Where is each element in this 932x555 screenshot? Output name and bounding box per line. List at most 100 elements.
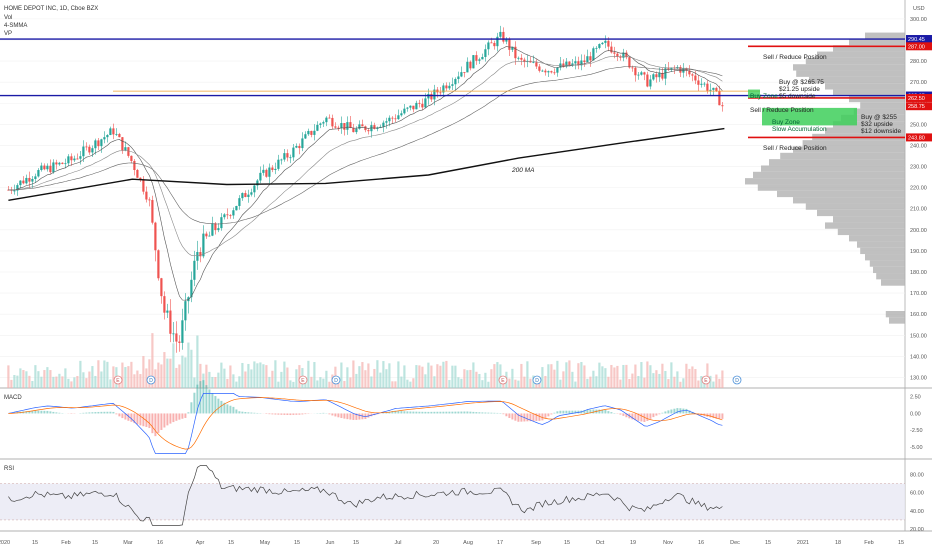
macd-pane: 2.500.00-2.50-5.00 — [8, 380, 922, 453]
volume-bar — [316, 380, 318, 388]
volume-bar — [613, 367, 615, 388]
volume-profile-bin — [793, 197, 905, 203]
price-tick-label: 250.00 — [910, 122, 927, 128]
macd-histogram-bar — [442, 412, 444, 414]
volume-bar — [457, 377, 459, 388]
volume-bar — [580, 362, 582, 388]
candle-body — [697, 80, 699, 84]
macd-histogram-bar — [169, 413, 171, 423]
volume-bar — [103, 360, 105, 388]
time-tick-label: Dec — [730, 540, 740, 546]
volume-bar — [49, 370, 51, 388]
time-tick-label: May — [260, 540, 271, 546]
volume-bar — [514, 380, 516, 388]
candle-body — [352, 128, 354, 132]
volume-bar — [109, 379, 111, 388]
volume-bar — [550, 364, 552, 388]
macd-histogram-bar — [166, 413, 168, 425]
candle-body — [478, 59, 480, 60]
volume-bar — [577, 363, 579, 388]
price-tick-label: 300.00 — [910, 17, 927, 23]
time-tick-label: Aug — [463, 540, 473, 546]
candle-body — [178, 342, 180, 343]
macd-histogram-bar — [109, 412, 111, 414]
smma-lines — [8, 47, 722, 301]
macd-histogram-bar — [610, 412, 612, 413]
candle-body — [85, 147, 87, 148]
volume-bar — [67, 379, 69, 388]
macd-histogram-bar — [538, 413, 540, 420]
upper-note-3: $5 downside — [779, 93, 816, 100]
macd-histogram-bar — [406, 411, 408, 413]
candle-body — [133, 161, 135, 170]
volume-bar — [628, 379, 630, 388]
candle-body — [385, 121, 387, 122]
volume-bar — [100, 371, 102, 388]
candle-body — [463, 72, 465, 73]
time-tick-label: 15 — [898, 540, 904, 546]
volume-bar — [7, 365, 9, 388]
volume-bar — [379, 373, 381, 388]
candle-body — [562, 63, 564, 66]
volume-bar — [490, 369, 492, 388]
time-tick-label: 16 — [698, 540, 704, 546]
volume-bar — [487, 382, 489, 388]
candle-body — [418, 103, 420, 104]
time-tick-label: Feb — [864, 540, 873, 546]
candle-body — [136, 170, 138, 178]
candle-body — [157, 250, 159, 278]
volume-bar — [679, 382, 681, 388]
price-tick-label: 220.00 — [910, 186, 927, 192]
time-tick-label: 18 — [835, 540, 841, 546]
price-tick-label: 280.00 — [910, 59, 927, 65]
macd-histogram-bar — [445, 412, 447, 414]
macd-line — [8, 393, 722, 453]
macd-histogram-bar — [37, 411, 39, 414]
candle-body — [310, 131, 312, 135]
candle-body — [448, 86, 450, 88]
candle-body — [208, 236, 210, 237]
candle-body — [13, 191, 15, 192]
volume-bar — [280, 372, 282, 388]
candle-body — [691, 74, 693, 75]
macd-histogram-bar — [346, 413, 348, 419]
macd-histogram-bar — [484, 413, 486, 414]
volume-bar — [121, 363, 123, 388]
price-badge-label: 243.80 — [908, 135, 925, 141]
candle-body — [46, 166, 48, 170]
volume-bar — [676, 371, 678, 388]
volume-bar — [274, 360, 276, 388]
currency-label: USD — [913, 6, 925, 12]
candle-body — [37, 170, 39, 176]
candle-body — [28, 178, 30, 182]
macd-histogram-bar — [562, 411, 564, 414]
volume-bar — [262, 364, 264, 388]
candle-body — [220, 217, 222, 228]
ma-200-label: 200 MA — [511, 167, 534, 174]
volume-profile — [745, 33, 905, 324]
candle-body — [217, 228, 219, 230]
volume-bar — [397, 361, 399, 388]
volume-bar — [718, 379, 720, 388]
candle-body — [88, 147, 90, 153]
price-badge-label: 287.00 — [908, 44, 925, 50]
candle-body — [607, 41, 609, 47]
macd-histogram-bar — [481, 412, 483, 413]
volume-bar — [328, 382, 330, 388]
volume-bar — [340, 363, 342, 388]
volume-profile-bin — [793, 64, 905, 70]
macd-histogram-bar — [556, 411, 558, 413]
candle-body — [127, 147, 129, 156]
candle-body — [505, 39, 507, 41]
price-tick-label: 210.00 — [910, 207, 927, 213]
macd-histogram-bar — [268, 413, 270, 414]
candle-body — [400, 113, 402, 115]
candle-body — [244, 193, 246, 197]
candle-body — [553, 72, 555, 73]
volume-bar — [181, 356, 183, 388]
volume-bar — [526, 361, 528, 388]
candles — [7, 26, 723, 353]
macd-histogram-bar — [301, 413, 303, 414]
